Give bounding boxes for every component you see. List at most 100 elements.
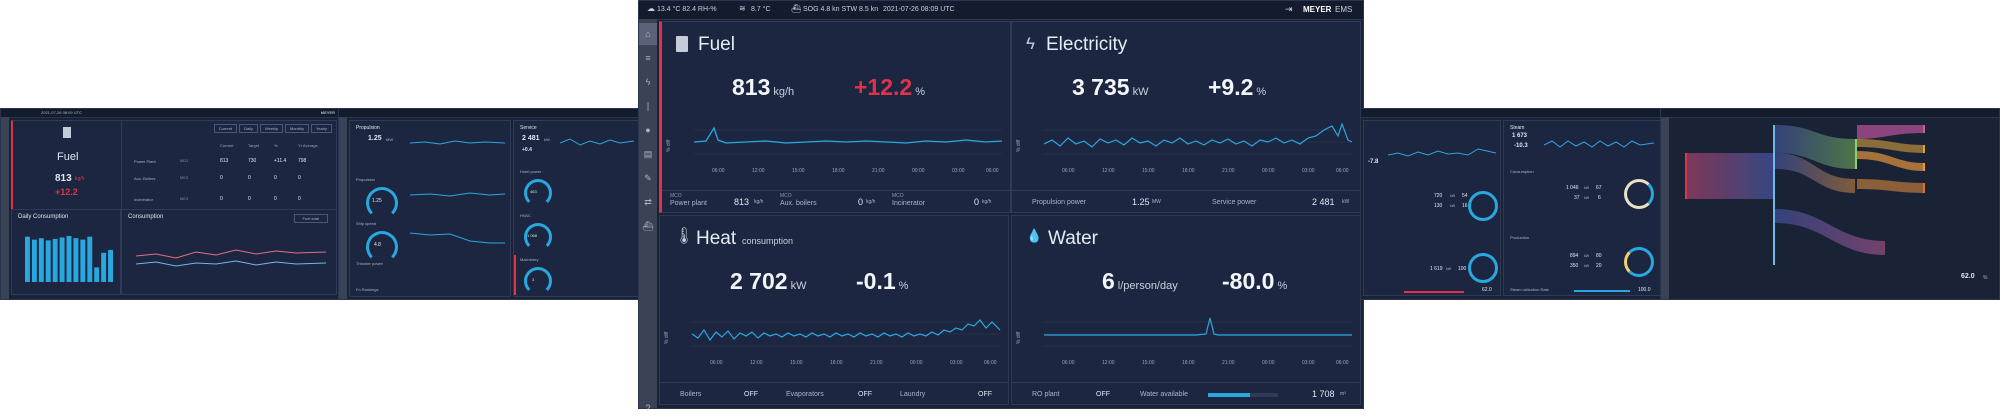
electricity-detail-screen: Propulsion 1.25 MW Propulsion 1.25 Ship …	[338, 108, 642, 300]
hotel-power-label: Hotel power	[520, 169, 542, 174]
ship-speed-line	[410, 232, 505, 244]
boilers-value: OFF	[744, 391, 758, 398]
daily-bar	[94, 267, 100, 282]
hotel-gauge	[524, 179, 552, 207]
row-avg: 798	[298, 158, 307, 164]
row-unit: kW	[1584, 186, 1590, 190]
row-value: 720	[1434, 193, 1443, 199]
row-code: MCO	[180, 176, 189, 180]
row-pct: 100	[1458, 266, 1467, 272]
tab-weekly[interactable]: Weekly	[259, 124, 283, 133]
fuel-footer-value: 813	[734, 197, 750, 207]
sankey-source-band	[1685, 153, 1773, 199]
ship-speed-gauge-value: 4.8	[374, 242, 381, 248]
evaporators-value: OFF	[858, 391, 872, 398]
x-tick: 03:00	[950, 360, 963, 366]
fuel-footer-code: MCO	[892, 193, 904, 199]
water-available-label: Water available	[1140, 391, 1188, 398]
help-icon[interactable]: ?	[645, 403, 651, 413]
bolt-title-icon: ϟ	[1026, 34, 1035, 53]
sankey-target-node	[1923, 163, 1925, 171]
x-tick: 15:00	[1142, 168, 1155, 174]
x-tick: 06:00	[710, 360, 723, 366]
x-tick: 15:00	[792, 168, 805, 174]
consumption-title: Consumption	[128, 214, 164, 220]
tab-current[interactable]: Current	[213, 124, 238, 133]
fuel-footer-code: MCO	[780, 193, 792, 199]
daily-bar	[59, 237, 65, 282]
daily-bar	[25, 236, 30, 282]
row-label: Power Plant	[134, 159, 156, 164]
datetime: 2021-07-26 08:09 UTC	[883, 6, 955, 13]
fuel-value: 813 kg/h	[732, 74, 794, 101]
fuel-card[interactable]: Fuel 813 kg/h +12.2% % diff 06:00 12:00 1…	[659, 21, 1011, 213]
fuel-value-number: 813	[732, 74, 771, 100]
thermometer-icon[interactable]: ❘	[644, 100, 652, 111]
electricity-card[interactable]: ϟ Electricity 3 735 kW +9.2% % diff 06:00…	[1011, 21, 1361, 213]
water-delta: -80.0%	[1222, 268, 1287, 295]
fuel-footer-label: Aux. boilers	[780, 200, 817, 207]
fuel-series-line	[693, 126, 1003, 144]
tab-monthly[interactable]: Monthly	[285, 124, 310, 133]
thruster-label: Thruster power	[356, 261, 383, 266]
water-unit: l/person/day	[1117, 280, 1178, 292]
fuel-summary-value: 813	[55, 173, 72, 184]
home-icon[interactable]: ⌂	[639, 23, 657, 45]
daily-bar	[73, 238, 79, 282]
chart-icon[interactable]: ▤	[643, 148, 653, 159]
shuffle-icon[interactable]: ⇄	[644, 196, 652, 207]
bolt-icon[interactable]: ϟ	[645, 77, 651, 87]
row-pct: 0	[274, 196, 277, 202]
sankey-screen: 62.0 %	[1660, 108, 2000, 300]
daily-consumption-card: Daily Consumption	[11, 209, 121, 295]
heat-left-donut-2	[1468, 253, 1498, 283]
fuel-footer-label: Incinerator	[892, 200, 926, 207]
hvac-gauge	[524, 223, 552, 251]
row-label: Incinerator	[134, 197, 153, 202]
fuel-footer-value: 0	[858, 197, 864, 207]
bottom-rankings-label[interactable]: Fn Rankings	[356, 287, 379, 292]
temp-humidity: 13.4 °C 82.4 RH-%	[657, 6, 717, 13]
water-card[interactable]: 💧 Water 6 l/person/day -80.0% % diff 06:0…	[1011, 215, 1361, 405]
row-value: 37	[1574, 195, 1580, 201]
ship-nav-icon[interactable]: ⛴	[642, 220, 654, 231]
heat-title: Heat	[696, 228, 737, 249]
util-value-left: 62.0	[1482, 287, 1492, 293]
propulsion-detail-chart	[410, 192, 505, 197]
drop-icon[interactable]: ●	[645, 125, 651, 135]
service-card: Service 2 481 kW +0.4 Hotel power 463 HV…	[513, 120, 639, 297]
fuel-footer-label: Power plant	[670, 200, 707, 207]
heat-card[interactable]: 🌡 Heat consumption 2 702 kW -0.1% % diff …	[659, 215, 1009, 405]
weather-icon: ☁	[647, 4, 655, 13]
water-delta-number: -80.0	[1222, 268, 1275, 294]
sankey-link	[1857, 139, 1925, 153]
tab-yearly[interactable]: Yearly	[311, 124, 332, 133]
fuel-footer-unit: kg/h	[866, 199, 876, 205]
consumption-line-chart	[136, 249, 326, 267]
x-ticks: 06:00 12:00 15:00 18:00 21:00 00:00 03:0…	[1062, 360, 1349, 366]
row-unit: kW	[1450, 194, 1456, 198]
col-avg: Yr Average	[298, 143, 318, 148]
consumption-dropdown[interactable]: Fuel total	[293, 214, 328, 223]
sea-temp: 8.7 °C	[751, 6, 771, 13]
consumption-chart-card: Consumption Fuel total	[121, 209, 337, 295]
list-icon[interactable]: ≡	[645, 53, 651, 63]
service-value: 2 481	[522, 135, 540, 142]
heat-delta-unit: %	[898, 280, 909, 292]
x-tick: 00:00	[912, 168, 925, 174]
fuel-detail-topbar: 2021-07-26 08:09 UTC MEYER	[1, 109, 341, 118]
daily-consumption-title: Daily Consumption	[18, 214, 69, 220]
logout-icon[interactable]: ⇥	[1285, 4, 1293, 14]
ship-speed-chart	[410, 232, 505, 244]
sankey-source-node	[1685, 153, 1687, 199]
machinery-label: Machinery	[520, 257, 539, 262]
fuel-footer-unit: kg/h	[754, 199, 764, 205]
tab-daily[interactable]: Daily	[239, 124, 258, 133]
row-avg: 0	[298, 175, 301, 181]
wrench-icon[interactable]: ✎	[644, 172, 652, 183]
x-tick: 12:00	[752, 168, 765, 174]
heat-detail-left-card: -7.8 720 kW 54 130 kW 16 1 619 kW 100 62…	[1363, 120, 1501, 296]
water-series-line	[1044, 317, 1352, 336]
util-bar-left	[1404, 291, 1464, 293]
fuel-detail-screen: 2021-07-26 08:09 UTC MEYER Fuel 813 kg/h…	[0, 108, 342, 300]
